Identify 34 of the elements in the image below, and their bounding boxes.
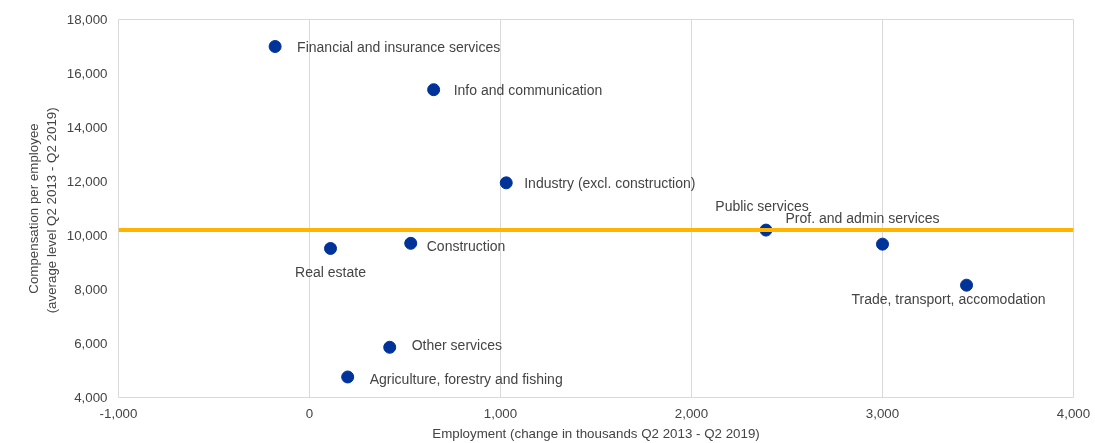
y-tick-label: 12,000 xyxy=(66,174,108,189)
x-tick-label: 0 xyxy=(305,405,314,421)
point xyxy=(499,176,513,190)
point xyxy=(268,40,282,53)
x-tick-label: 2,000 xyxy=(674,405,709,421)
annotation: Real estate xyxy=(295,264,367,281)
y-tick-label: 6,000 xyxy=(74,336,108,351)
y-tick-label: 10,000 xyxy=(66,228,108,243)
annotation: Info and communication xyxy=(453,81,603,98)
annotation: Agriculture, forestry and fishing xyxy=(369,370,563,387)
point xyxy=(404,236,418,250)
x-tick-label: 4,000 xyxy=(1056,405,1091,421)
y-tick-label: 16,000 xyxy=(66,66,108,81)
y-axis-title: Compensation per employee (average level Q2 2013 - Q2 2019) xyxy=(25,107,59,314)
point xyxy=(960,278,974,292)
x-tick-label: -1,000 xyxy=(99,405,138,421)
point xyxy=(876,237,889,251)
point xyxy=(427,83,441,97)
y-tick-label: 14,000 xyxy=(66,120,108,135)
point xyxy=(341,370,355,384)
y-tick-label: 4,000 xyxy=(74,390,108,405)
x-tick-label: 1,000 xyxy=(483,405,518,421)
annotation: Prof. and admin services xyxy=(785,210,940,227)
x-axis-title: Employment (change in thousands Q2 2013 - Q2 2019) xyxy=(432,425,760,441)
point xyxy=(324,241,338,255)
annotation: Financial and insurance services xyxy=(297,38,501,55)
y-tick-label: 8,000 xyxy=(74,282,108,297)
annotation: Trade, transport, accomodation xyxy=(851,291,1046,308)
x-tick-label: 3,000 xyxy=(865,405,900,421)
y-tick-label: 18,000 xyxy=(66,12,108,27)
point xyxy=(383,340,397,354)
annotation: Industry (excl. construction) xyxy=(524,174,696,191)
annotation: Construction xyxy=(426,238,506,255)
annotation: Other services xyxy=(411,337,502,354)
